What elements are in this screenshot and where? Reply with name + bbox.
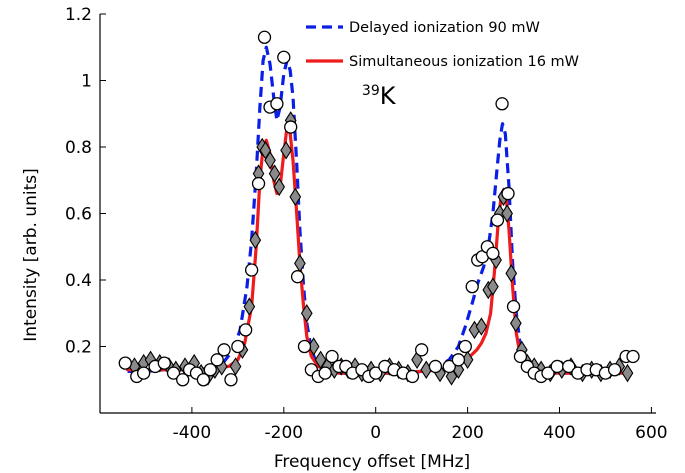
delayed-data-point	[490, 213, 505, 227]
delayed-data-point	[118, 356, 132, 370]
isotope-annotation: 39K	[362, 82, 397, 110]
simultaneous-data-point	[243, 297, 256, 316]
delayed-data-point	[451, 353, 466, 367]
delayed-data-point	[405, 369, 420, 384]
simultaneous-data-point	[273, 177, 286, 197]
simultaneous-data-point	[505, 264, 518, 283]
delayed-data-point	[607, 363, 622, 377]
y-tick-label: 0.6	[65, 205, 92, 225]
y-tick-label: 0.2	[65, 338, 92, 358]
delayed-data-point	[428, 359, 443, 374]
delayed-data-point	[196, 373, 211, 387]
delayed-data-point	[506, 299, 521, 314]
delayed-data-point	[297, 339, 312, 354]
delayed-data-point	[239, 323, 253, 337]
delayed-data-point	[290, 270, 305, 284]
axes	[99, 13, 656, 414]
simultaneous-data-point	[300, 304, 313, 323]
delayed-data-point	[176, 373, 190, 387]
y-tick-label: 0.4	[65, 271, 92, 291]
delayed-data-point	[325, 349, 339, 364]
delayed-data-point	[203, 363, 217, 377]
simultaneous-data-point	[280, 141, 292, 160]
delayed-data-point	[369, 366, 383, 380]
simultaneous-data-point	[229, 357, 242, 376]
delayed-data-point	[251, 176, 266, 191]
delayed-data-point	[257, 30, 272, 44]
delayed-data-point	[318, 366, 332, 380]
delayed-data-point	[270, 97, 284, 111]
legend-label-simultaneous: Simultaneous ionization 16 mW	[349, 54, 579, 70]
simultaneous-data-point	[501, 204, 513, 223]
delayed-data-point	[550, 359, 564, 374]
delayed-data-point	[244, 263, 259, 277]
x-tick-label: 0	[370, 423, 381, 443]
simultaneous-data-point	[475, 317, 488, 336]
y-tick-label: 1	[81, 72, 92, 92]
simultaneous-data-point	[314, 350, 327, 370]
simultaneous-data-point	[249, 230, 262, 250]
data-points	[118, 30, 640, 387]
delayed-data-point	[541, 366, 555, 380]
delayed-data-point	[157, 356, 171, 370]
delayed-data-point	[217, 343, 231, 357]
x-tick-label: 400	[543, 423, 575, 443]
delayed-data-point	[284, 120, 298, 134]
delayed-data-point	[486, 246, 500, 261]
delayed-data-point	[501, 186, 515, 201]
y-axis-label: Intensity [arb. units]	[21, 168, 41, 341]
simultaneous-data-point	[294, 254, 306, 273]
simultaneous-fit-line	[125, 125, 631, 375]
simultaneous-data-point	[621, 363, 634, 383]
delayed-data-point	[231, 339, 245, 354]
simultaneous-data-point	[264, 151, 276, 170]
delayed-data-point	[626, 349, 640, 364]
delayed-data-point	[137, 366, 151, 380]
legend-label-delayed: Delayed ionization 90 mW	[349, 20, 540, 36]
x-tick-label: -200	[265, 423, 304, 443]
x-tick-label: 600	[635, 423, 667, 443]
delayed-data-point	[562, 359, 576, 374]
simultaneous-data-point	[268, 164, 281, 183]
tick-labels: -400 -200 0 200 400 600 0.2 0.4 0.6 0.8 1 1.2	[65, 5, 668, 443]
isotope-mass-number: 39	[362, 83, 380, 99]
x-tick-label: 200	[451, 423, 483, 443]
delayed-data-point	[224, 373, 238, 387]
delayed-data-point	[465, 279, 479, 294]
delayed-data-point	[458, 339, 472, 354]
simultaneous-data-point	[509, 313, 522, 333]
delayed-data-point	[415, 343, 429, 357]
x-tick-label: -400	[173, 423, 212, 443]
y-tick-label: 1.2	[65, 5, 92, 25]
delayed-data-point	[210, 353, 224, 367]
delayed-data-point	[495, 97, 509, 111]
delayed-data-point	[442, 359, 456, 374]
simultaneous-data-point	[487, 277, 499, 296]
delayed-data-point	[513, 349, 528, 364]
delayed-data-point	[277, 50, 291, 64]
simultaneous-data-point	[289, 187, 302, 207]
isotope-symbol: K	[380, 82, 397, 110]
legend: Delayed ionization 90 mW Simultaneous io…	[306, 20, 579, 70]
x-axis-label: Frequency offset [MHz]	[274, 452, 470, 472]
y-tick-label: 0.8	[65, 138, 92, 158]
delayed-data-point	[166, 366, 181, 380]
